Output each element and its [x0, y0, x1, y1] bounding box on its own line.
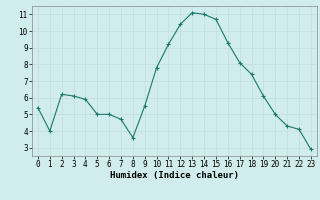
X-axis label: Humidex (Indice chaleur): Humidex (Indice chaleur) [110, 171, 239, 180]
